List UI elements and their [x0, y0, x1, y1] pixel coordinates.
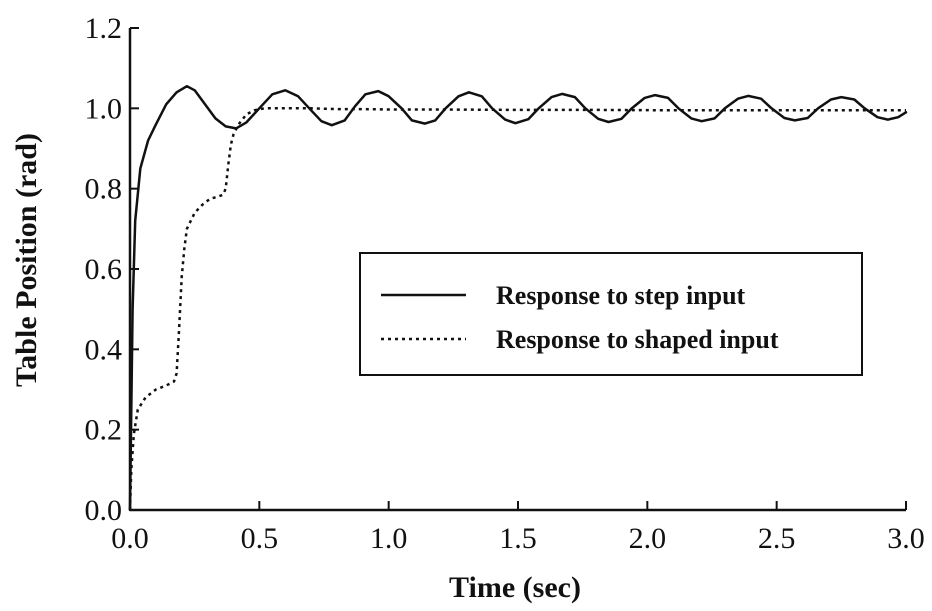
x-axis-title: Time (sec) — [449, 571, 581, 604]
y-tick-label: 0.4 — [85, 333, 123, 366]
y-tick-label: 0.2 — [85, 414, 123, 447]
y-tick-label: 1.0 — [85, 92, 123, 125]
legend-label-step: Response to step input — [496, 281, 746, 310]
x-tick-label: 0.0 — [111, 522, 149, 555]
legend-label-shaped: Response to shaped input — [496, 325, 779, 354]
series-lines — [128, 84, 908, 512]
series-line-shaped — [128, 107, 906, 511]
x-tick-label: 0.5 — [241, 522, 279, 555]
y-tick-label: 0.0 — [85, 494, 123, 527]
y-tick-label: 0.8 — [85, 173, 123, 206]
legend: Response to step input Response to shape… — [359, 252, 863, 376]
x-tick-label: 2.5 — [758, 522, 796, 555]
ticks: 0.0 0.5 1.0 1.5 2.0 2.5 3.0 0.0 0.2 0.4 0.6 0.8 1.0 1… — [85, 12, 925, 555]
x-tick-label: 3.0 — [887, 522, 925, 555]
x-tick-label: 2.0 — [629, 522, 667, 555]
x-tick-label: 1.5 — [499, 522, 537, 555]
x-tick-label: 1.0 — [370, 522, 408, 555]
y-tick-label: 1.2 — [85, 12, 123, 45]
legend-box — [359, 252, 863, 376]
y-tick-label: 0.6 — [85, 253, 123, 286]
y-axis-title: Table Position (rad) — [10, 133, 43, 387]
